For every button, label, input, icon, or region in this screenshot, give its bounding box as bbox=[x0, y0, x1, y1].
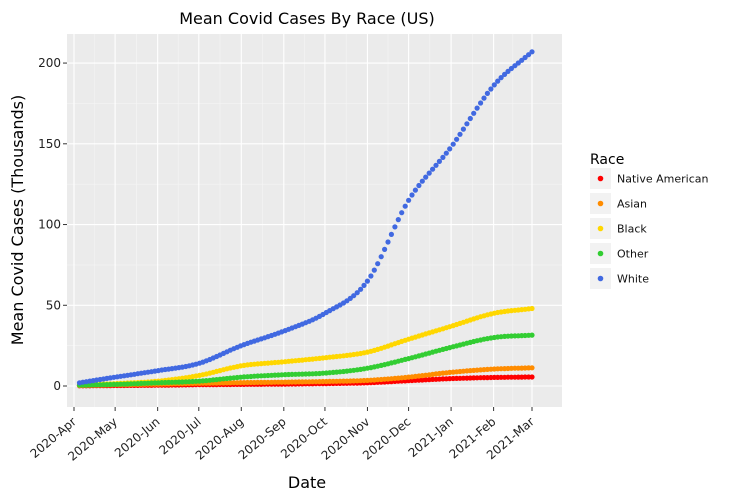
point-white bbox=[409, 192, 415, 198]
legend-label: Black bbox=[617, 223, 647, 236]
point-white bbox=[433, 162, 439, 168]
point-white bbox=[368, 273, 374, 279]
point-white bbox=[426, 170, 432, 176]
point-white bbox=[522, 54, 528, 61]
y-axis-title: Mean Covid Cases (Thousands) bbox=[8, 95, 27, 345]
point-white bbox=[484, 90, 490, 96]
point-white bbox=[361, 282, 367, 288]
point-white bbox=[364, 278, 370, 284]
point-white bbox=[399, 210, 405, 216]
point-white bbox=[474, 105, 480, 111]
point-white bbox=[464, 121, 470, 127]
point-white bbox=[508, 65, 514, 72]
point-white bbox=[382, 246, 388, 252]
point-white bbox=[388, 231, 394, 237]
point-black bbox=[529, 305, 535, 312]
point-white bbox=[447, 146, 453, 152]
point-white bbox=[471, 110, 477, 116]
point-white bbox=[454, 136, 460, 142]
y-tick-label: 0 bbox=[53, 379, 61, 393]
plot-panel bbox=[67, 34, 562, 407]
point-white bbox=[450, 141, 456, 147]
point-white bbox=[488, 86, 494, 92]
point-white bbox=[423, 174, 429, 180]
legend-key-other bbox=[597, 250, 604, 257]
legend-key-asian bbox=[597, 200, 604, 207]
point-native-american bbox=[529, 374, 535, 380]
legend-key-native-american bbox=[597, 175, 604, 182]
point-white bbox=[529, 49, 535, 55]
legend-title: Race bbox=[590, 152, 624, 168]
point-white bbox=[392, 224, 398, 230]
point-white bbox=[436, 158, 442, 164]
point-white bbox=[430, 166, 436, 172]
point-white bbox=[481, 95, 487, 101]
legend: Race Native American Asian Black Other White bbox=[590, 152, 708, 289]
point-white bbox=[526, 52, 532, 58]
point-white bbox=[395, 217, 401, 223]
point-white bbox=[416, 182, 422, 189]
point-white bbox=[378, 254, 384, 260]
point-white bbox=[371, 267, 377, 273]
point-white bbox=[505, 68, 511, 74]
legend-label: Asian bbox=[617, 198, 647, 211]
data-points bbox=[76, 49, 535, 389]
x-tick-label: 2020-Jun bbox=[112, 415, 163, 461]
legend-label: White bbox=[617, 273, 649, 286]
y-tick-label: 50 bbox=[46, 298, 61, 312]
point-white bbox=[457, 131, 463, 137]
legend-label: Native American bbox=[617, 173, 708, 186]
point-white bbox=[495, 78, 501, 84]
point-white bbox=[460, 126, 466, 132]
y-axis: 0 50 100 150 200 bbox=[38, 56, 67, 393]
point-white bbox=[419, 178, 425, 184]
point-white bbox=[351, 293, 357, 299]
point-white bbox=[491, 82, 497, 88]
grid bbox=[67, 34, 562, 407]
y-tick-label: 200 bbox=[38, 56, 61, 70]
y-tick-label: 150 bbox=[38, 137, 61, 151]
x-axis: 2020-Apr2020-May2020-Jun2020-Jul2020-Aug… bbox=[28, 407, 537, 464]
point-white bbox=[412, 187, 418, 193]
point-white bbox=[402, 203, 408, 209]
point-white bbox=[385, 239, 391, 245]
point-white bbox=[443, 150, 449, 156]
point-other bbox=[529, 332, 535, 338]
point-white bbox=[467, 115, 473, 122]
legend-label: Other bbox=[617, 248, 649, 261]
x-axis-title: Date bbox=[288, 473, 326, 492]
point-white bbox=[375, 261, 381, 267]
point-white bbox=[406, 197, 412, 203]
point-white bbox=[498, 75, 504, 81]
point-white bbox=[502, 71, 508, 77]
point-white bbox=[358, 286, 364, 292]
point-white bbox=[478, 100, 484, 106]
point-white bbox=[354, 290, 360, 296]
chart-title: Mean Covid Cases By Race (US) bbox=[179, 9, 435, 28]
legend-key-white bbox=[597, 275, 604, 282]
point-asian bbox=[529, 365, 535, 371]
y-tick-label: 100 bbox=[38, 218, 61, 232]
legend-key-black bbox=[597, 225, 604, 232]
point-white bbox=[440, 154, 446, 160]
